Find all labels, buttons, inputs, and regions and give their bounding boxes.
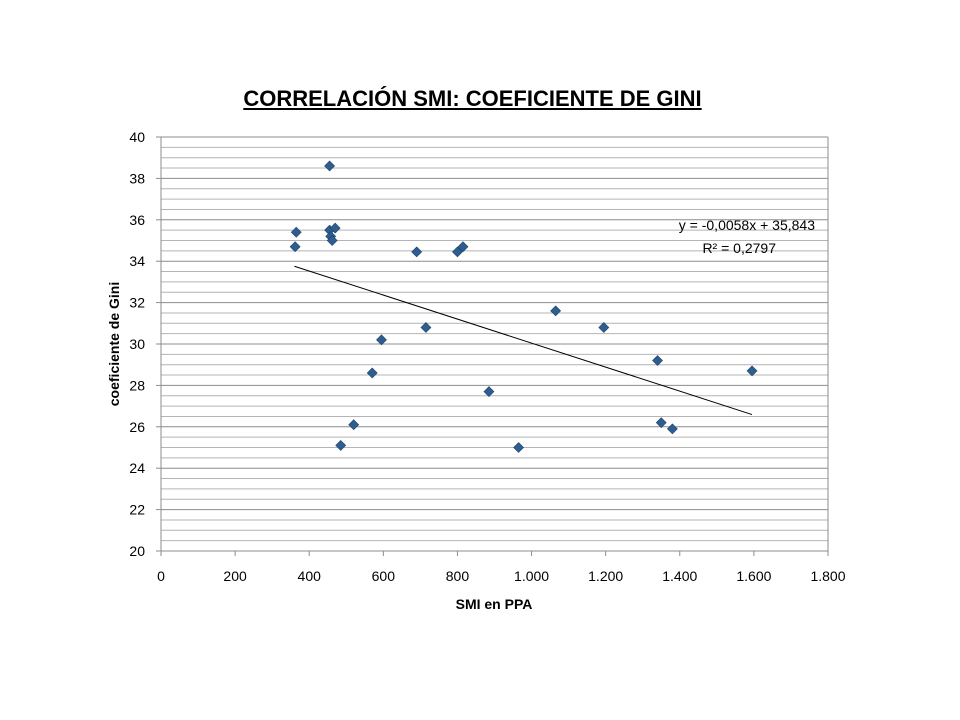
x-tick-label: 0 (157, 568, 165, 584)
data-point (411, 246, 423, 258)
gridlines (161, 136, 828, 552)
x-tick-label: 400 (298, 568, 322, 584)
data-point (452, 246, 463, 258)
y-tick-label: 30 (129, 336, 145, 352)
y-tick-label: 38 (129, 170, 145, 186)
data-point (376, 334, 387, 346)
y-tick-label: 34 (129, 253, 145, 269)
y-tick-label: 32 (129, 295, 145, 311)
x-tick-label: 1.400 (662, 568, 697, 584)
data-point (289, 241, 301, 253)
y-tick-label: 26 (129, 419, 145, 435)
y-tick-label: 28 (129, 377, 145, 393)
trendline-group (294, 265, 753, 416)
data-point (483, 386, 495, 398)
trendline (294, 265, 753, 416)
x-tick-label: 1.200 (588, 568, 623, 584)
data-point (290, 226, 302, 238)
y-tick-label: 36 (129, 212, 145, 228)
data-point (655, 417, 667, 429)
x-tick-label: 1.000 (514, 568, 549, 584)
x-tick-label: 1.800 (810, 568, 845, 584)
y-tick-label: 22 (129, 502, 145, 518)
data-point (746, 365, 758, 377)
axes (156, 136, 829, 556)
data-points (289, 160, 758, 453)
data-point (326, 235, 338, 246)
data-point (598, 322, 610, 333)
y-tick-label: 20 (129, 543, 145, 559)
x-tick-label: 1.600 (736, 568, 771, 584)
data-point (348, 419, 360, 431)
data-point (324, 160, 336, 172)
data-point (666, 423, 678, 435)
trendline-equation: y = -0,0058x + 35,843 (679, 217, 815, 233)
x-tick-label: 800 (446, 568, 470, 584)
y-axis-title: coeficiente de Gini (106, 282, 122, 406)
y-tick-label: 40 (129, 129, 145, 145)
data-point (335, 440, 347, 451)
data-point (329, 222, 341, 234)
data-point (457, 241, 469, 253)
data-point (550, 305, 562, 317)
y-tick-label: 24 (129, 460, 145, 476)
x-axis-title: SMI en PPA (456, 596, 533, 612)
x-tick-label: 600 (372, 568, 396, 584)
data-point (652, 355, 663, 366)
data-point (366, 367, 378, 379)
x-tick-label: 200 (223, 568, 247, 584)
data-point (513, 442, 525, 453)
trendline-r-squared: R² = 0,2797 (702, 240, 776, 256)
chart-title: CORRELACIÓN SMI: COEFICIENTE DE GINI (243, 86, 702, 111)
data-point (420, 322, 432, 333)
